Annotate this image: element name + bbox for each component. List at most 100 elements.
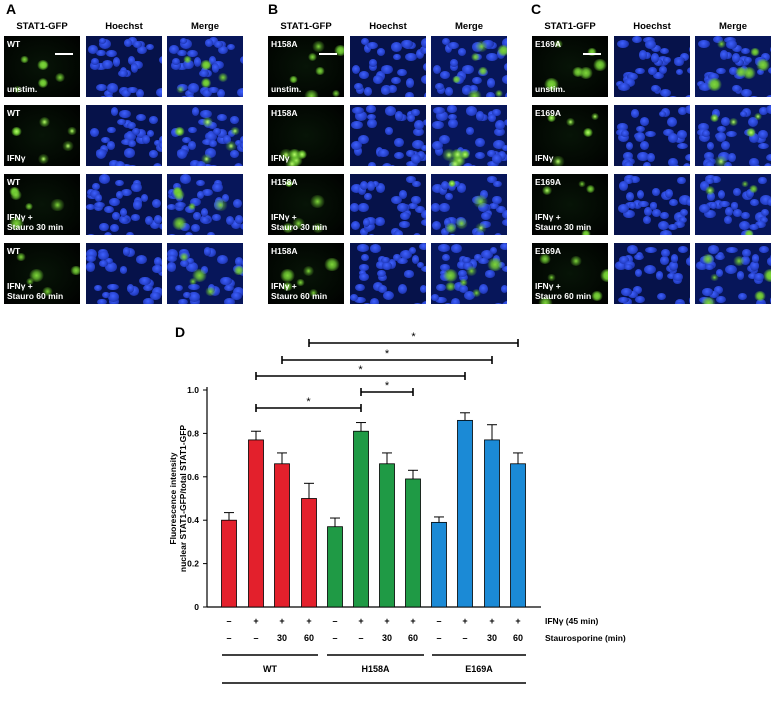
nucleus bbox=[217, 114, 228, 122]
nucleus bbox=[715, 254, 726, 261]
nucleus bbox=[353, 82, 363, 90]
micrograph-condition-label: IFNγ bbox=[271, 152, 290, 163]
nucleus bbox=[353, 145, 362, 156]
nucleus bbox=[643, 162, 651, 166]
nucleus bbox=[393, 53, 402, 61]
nucleus bbox=[205, 132, 217, 141]
column-header: Hoechst bbox=[369, 21, 407, 32]
nucleus bbox=[358, 264, 370, 271]
bar bbox=[353, 430, 369, 608]
nucleus bbox=[201, 163, 214, 166]
gfp-cell bbox=[729, 118, 738, 126]
nucleus bbox=[645, 247, 658, 254]
nucleus bbox=[674, 298, 686, 304]
gfp-cell bbox=[333, 44, 344, 56]
gfp-cell bbox=[539, 253, 551, 264]
nucleus bbox=[696, 260, 709, 270]
micrograph-hoe-wt-3 bbox=[86, 243, 162, 304]
gfp-cell bbox=[308, 288, 318, 297]
micrograph-mutant-label: WT bbox=[7, 177, 21, 187]
nucleus bbox=[360, 228, 369, 235]
nucleus bbox=[447, 114, 458, 121]
nucleus bbox=[716, 67, 726, 75]
nucleus bbox=[198, 69, 210, 77]
nucleus bbox=[716, 269, 724, 277]
nucleus bbox=[86, 203, 96, 210]
gfp-cell bbox=[307, 52, 317, 61]
nucleus bbox=[104, 89, 114, 97]
nucleus bbox=[419, 243, 426, 250]
gfp-cell bbox=[176, 85, 185, 94]
group-label: H158A bbox=[361, 664, 390, 674]
nucleus bbox=[457, 269, 467, 278]
nucleus bbox=[89, 61, 100, 70]
nucleus bbox=[120, 138, 133, 146]
nucleus bbox=[183, 60, 194, 69]
nucleus bbox=[457, 261, 467, 269]
bar bbox=[379, 463, 395, 608]
gfp-cell bbox=[447, 179, 457, 187]
nucleus bbox=[107, 140, 115, 150]
nucleus bbox=[758, 245, 770, 253]
gfp-cell bbox=[709, 113, 720, 123]
nucleus bbox=[96, 49, 106, 56]
nucleus bbox=[664, 234, 674, 235]
nucleus bbox=[126, 284, 135, 294]
nucleus bbox=[685, 95, 690, 97]
group-label: WT bbox=[263, 664, 277, 674]
nucleus bbox=[145, 216, 154, 226]
micrograph-gfp-h158a-1: H158A IFNγ bbox=[268, 105, 344, 166]
nucleus bbox=[628, 202, 637, 210]
gfp-cell bbox=[285, 157, 300, 166]
gfp-cell bbox=[547, 274, 556, 282]
nucleus bbox=[170, 61, 181, 70]
nucleus bbox=[190, 223, 201, 232]
nucleus bbox=[444, 43, 452, 53]
nucleus bbox=[501, 74, 507, 84]
nucleus bbox=[445, 217, 458, 226]
nucleus bbox=[686, 66, 690, 74]
nucleus bbox=[714, 285, 724, 294]
nucleus bbox=[716, 296, 726, 303]
gfp-cell bbox=[740, 180, 749, 188]
micrograph-hoe-h158a-1 bbox=[350, 105, 426, 166]
nucleus bbox=[435, 296, 448, 304]
bar bbox=[405, 478, 421, 608]
nucleus bbox=[151, 199, 161, 209]
gfp-cell bbox=[445, 281, 456, 291]
nucleus bbox=[478, 284, 488, 294]
nucleus bbox=[485, 91, 495, 97]
gfp-cell bbox=[304, 89, 320, 97]
nucleus bbox=[493, 139, 505, 150]
gfp-cell bbox=[732, 256, 745, 267]
nucleus bbox=[745, 189, 754, 198]
stauro-treatment-marker: 30 bbox=[487, 633, 497, 643]
micrograph-mutant-label: H158A bbox=[271, 108, 298, 118]
nucleus bbox=[167, 255, 178, 262]
nucleus bbox=[224, 298, 235, 304]
nucleus bbox=[111, 106, 119, 116]
nucleus bbox=[104, 205, 115, 213]
nucleus bbox=[101, 137, 110, 144]
nucleus bbox=[618, 203, 630, 213]
nucleus bbox=[642, 51, 652, 60]
nucleus bbox=[218, 45, 228, 54]
nucleus bbox=[231, 292, 243, 301]
micrograph-condition-label: IFNγ bbox=[535, 152, 554, 163]
nucleus bbox=[142, 284, 153, 292]
gfp-cell bbox=[20, 55, 29, 63]
nucleus bbox=[759, 216, 768, 223]
nucleus bbox=[617, 123, 629, 131]
nucleus bbox=[719, 49, 728, 60]
nucleus bbox=[623, 78, 636, 87]
nucleus bbox=[410, 109, 421, 116]
gfp-cell bbox=[284, 179, 294, 187]
nucleus bbox=[207, 231, 215, 235]
nucleus bbox=[141, 135, 150, 144]
nucleus bbox=[366, 114, 377, 121]
nucleus bbox=[702, 129, 711, 138]
nucleus bbox=[657, 293, 667, 301]
micrograph-mutant-label: H158A bbox=[271, 177, 298, 187]
column-header: STAT1-GFP bbox=[544, 21, 596, 32]
nucleus bbox=[363, 87, 373, 97]
